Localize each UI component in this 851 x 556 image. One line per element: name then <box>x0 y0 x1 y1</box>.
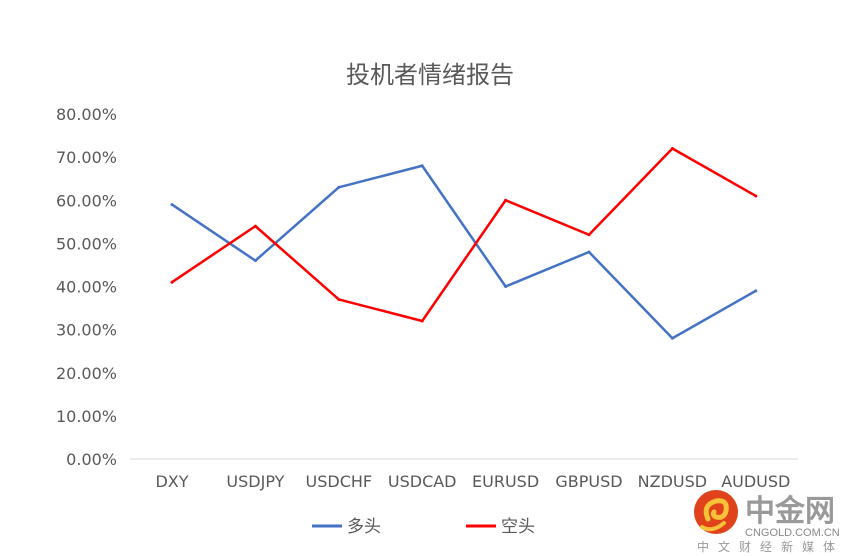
x-tick-label: GBPUSD <box>555 472 622 491</box>
x-tick-label: EURUSD <box>472 472 539 491</box>
watermark-name: 中金网 <box>745 494 835 529</box>
watermark-tagline: 中文财经新媒体 <box>697 539 844 554</box>
x-axis: DXY USDJPY USDCHF USDCAD EURUSD GBPUSD NZDUSD A… <box>155 472 790 491</box>
data-point <box>587 233 591 237</box>
data-point <box>253 224 257 228</box>
data-point <box>670 147 674 150</box>
data-point <box>337 297 341 301</box>
y-tick-label: 50.00% <box>56 234 117 253</box>
legend-item: 多头 <box>312 517 381 537</box>
series-lines <box>170 147 758 340</box>
legend-item: 空头 <box>466 517 535 537</box>
y-axis: 0.00% 10.00% 20.00% 30.00% 40.00% 50.00% 60.00… <box>56 105 117 469</box>
data-point <box>587 250 591 254</box>
data-point <box>420 164 424 168</box>
series-line-long <box>171 164 757 340</box>
data-point <box>170 280 174 284</box>
data-point <box>754 194 758 198</box>
data-point <box>504 285 508 288</box>
x-tick-label: NZDUSD <box>638 472 707 491</box>
x-tick-label: DXY <box>155 472 188 491</box>
series-line-short <box>171 147 757 323</box>
legend-label: 多头 <box>347 517 381 537</box>
y-tick-label: 0.00% <box>66 450 117 469</box>
y-tick-label: 60.00% <box>56 191 117 210</box>
x-tick-label: USDJPY <box>226 472 284 491</box>
legend-label: 空头 <box>501 517 535 537</box>
watermark-domain: CNGOLD.COM.CN <box>745 527 840 539</box>
watermark-logo: 中金网 CNGOLD.COM.CN 中文财经新媒体 <box>694 490 844 554</box>
y-tick-label: 20.00% <box>56 364 117 383</box>
y-tick-label: 80.00% <box>56 105 117 124</box>
data-point <box>504 198 508 202</box>
legend: 多头 空头 <box>312 517 535 537</box>
data-point <box>420 319 424 323</box>
data-point <box>754 289 758 293</box>
x-tick-label: AUDUSD <box>721 472 790 491</box>
y-tick-label: 30.00% <box>56 321 117 340</box>
y-tick-label: 70.00% <box>56 148 117 167</box>
y-tick-label: 40.00% <box>56 278 117 297</box>
y-tick-label: 10.00% <box>56 407 117 426</box>
data-point <box>337 185 341 189</box>
x-tick-label: USDCAD <box>388 472 457 491</box>
data-point <box>670 336 674 340</box>
chart-title: 投机者情绪报告 <box>346 61 514 89</box>
data-point <box>170 203 174 207</box>
data-point <box>253 259 257 263</box>
x-tick-label: USDCHF <box>306 472 373 491</box>
